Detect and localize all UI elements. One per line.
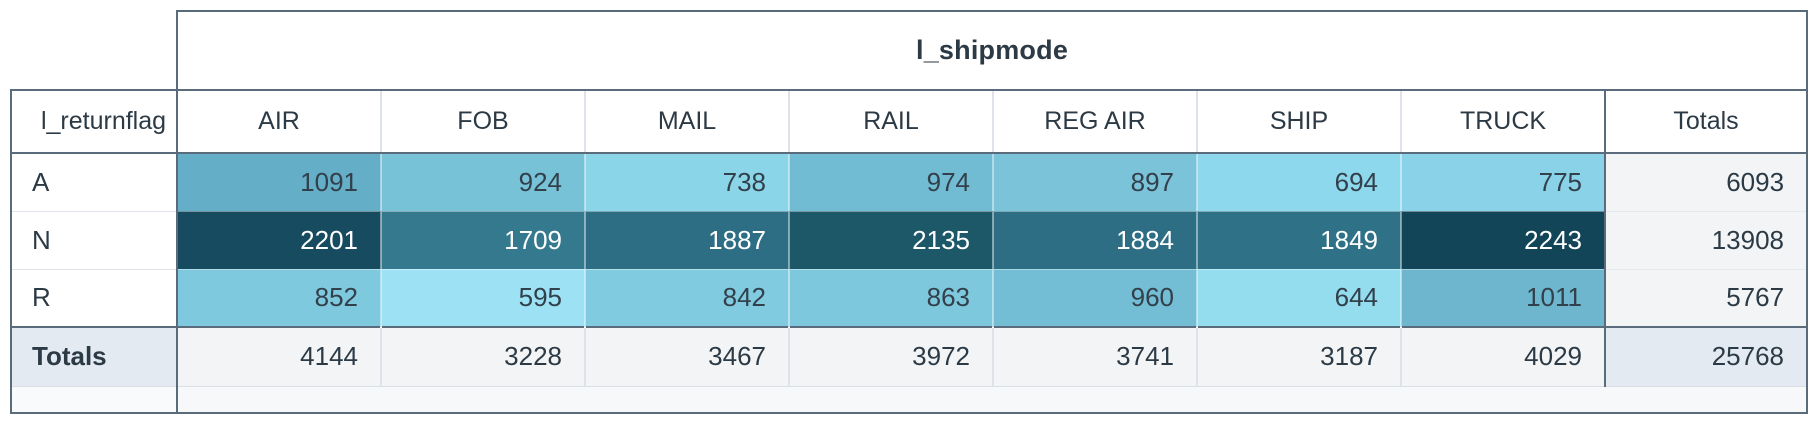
column-header-air[interactable]: AIR	[176, 89, 381, 154]
table-row-r: R 852 595 842 863 960 644 1011 5767	[10, 268, 1809, 327]
dimension-header-row: l_shipmode	[11, 10, 1809, 91]
table-row-a: A 1091 924 738 974 897 694 775 6093	[10, 152, 1809, 211]
cell-r-rail[interactable]: 863	[788, 268, 993, 327]
row-dimension-header: l_returnflag	[10, 89, 178, 154]
row-header-n[interactable]: N	[10, 210, 178, 269]
pivot-table: l_shipmode l_returnflag AIR FOB MAIL RAI…	[10, 10, 1809, 414]
cell-r-truck[interactable]: 1011	[1400, 268, 1605, 327]
cell-r-mail[interactable]: 842	[584, 268, 789, 327]
cell-n-row-total[interactable]: 13908	[1603, 210, 1809, 269]
cell-total-air[interactable]: 4144	[176, 326, 381, 387]
column-header-totals[interactable]: Totals	[1603, 89, 1809, 154]
cell-total-truck[interactable]: 4029	[1400, 326, 1605, 387]
cell-n-rail[interactable]: 2135	[788, 210, 993, 269]
cell-a-row-total[interactable]: 6093	[1603, 152, 1809, 211]
footer-strip-row	[10, 386, 1809, 414]
cell-grand-total[interactable]: 25768	[1603, 326, 1809, 387]
cell-a-rail[interactable]: 974	[788, 152, 993, 211]
footer-strip-right	[177, 386, 1809, 414]
column-header-ship[interactable]: SHIP	[1196, 89, 1401, 154]
cell-a-ship[interactable]: 694	[1196, 152, 1401, 211]
cell-a-fob[interactable]: 924	[380, 152, 585, 211]
cell-a-reg-air[interactable]: 897	[992, 152, 1197, 211]
footer-strip-left	[10, 386, 178, 414]
row-header-totals[interactable]: Totals	[10, 326, 178, 387]
cell-total-mail[interactable]: 3467	[584, 326, 789, 387]
cell-r-air[interactable]: 852	[176, 268, 381, 327]
column-dimension-header: l_shipmode	[175, 10, 1809, 91]
column-header-rail[interactable]: RAIL	[788, 89, 993, 154]
cell-total-fob[interactable]: 3228	[380, 326, 585, 387]
cell-r-row-total[interactable]: 5767	[1603, 268, 1809, 327]
corner-spacer	[11, 11, 177, 90]
cell-n-fob[interactable]: 1709	[380, 210, 585, 269]
cell-total-reg-air[interactable]: 3741	[992, 326, 1197, 387]
cell-n-mail[interactable]: 1887	[584, 210, 789, 269]
cell-total-ship[interactable]: 3187	[1196, 326, 1401, 387]
cell-n-air[interactable]: 2201	[176, 210, 381, 269]
cell-a-air[interactable]: 1091	[176, 152, 381, 211]
totals-row: Totals 4144 3228 3467 3972 3741 3187 402…	[10, 326, 1809, 387]
column-header-mail[interactable]: MAIL	[584, 89, 789, 154]
column-header-fob[interactable]: FOB	[380, 89, 585, 154]
column-header-reg-air[interactable]: REG AIR	[992, 89, 1197, 154]
cell-total-rail[interactable]: 3972	[788, 326, 993, 387]
cell-n-ship[interactable]: 1849	[1196, 210, 1401, 269]
cell-r-reg-air[interactable]: 960	[992, 268, 1197, 327]
cell-r-fob[interactable]: 595	[380, 268, 585, 327]
row-header-a[interactable]: A	[10, 152, 178, 211]
cell-n-truck[interactable]: 2243	[1400, 210, 1605, 269]
row-header-r[interactable]: R	[10, 268, 178, 327]
table-row-n: N 2201 1709 1887 2135 1884 1849 2243 139…	[10, 210, 1809, 269]
cell-n-reg-air[interactable]: 1884	[992, 210, 1197, 269]
cell-r-ship[interactable]: 644	[1196, 268, 1401, 327]
column-header-truck[interactable]: TRUCK	[1400, 89, 1605, 154]
cell-a-mail[interactable]: 738	[584, 152, 789, 211]
cell-a-truck[interactable]: 775	[1400, 152, 1605, 211]
column-header-row: l_returnflag AIR FOB MAIL RAIL REG AIR S…	[10, 89, 1809, 154]
